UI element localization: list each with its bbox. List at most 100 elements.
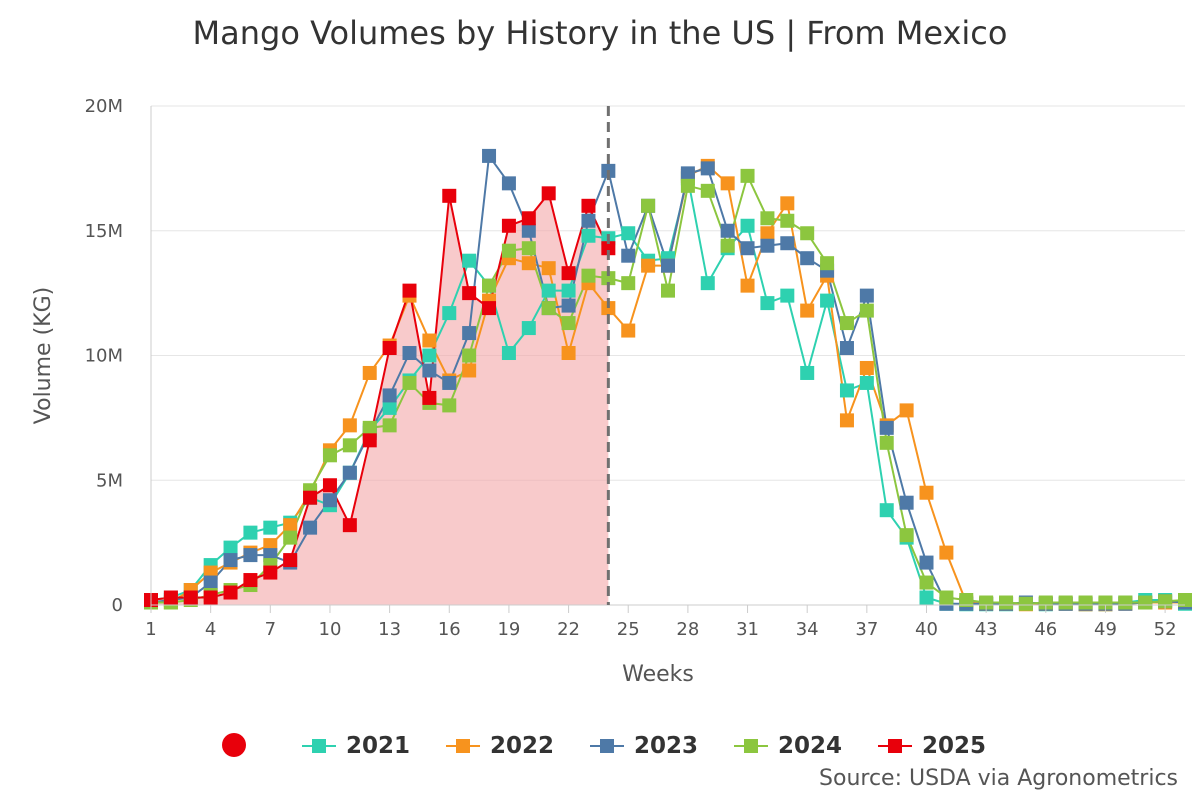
legend-item-2023[interactable]: 2023 — [590, 728, 698, 764]
point-2021-w6 — [243, 525, 258, 540]
point-2025-w6 — [243, 573, 258, 588]
point-2023-w22 — [561, 298, 576, 313]
point-2022-w15 — [422, 333, 437, 348]
point-2024-w42 — [959, 593, 974, 608]
point-2024-w38 — [879, 435, 894, 450]
point-2025-w16 — [442, 188, 457, 203]
point-2025-w23 — [581, 198, 596, 213]
point-2022-w31 — [740, 278, 755, 293]
point-2023-w18 — [482, 148, 497, 163]
x-tick-label: 49 — [1094, 619, 1117, 640]
point-2025-w19 — [501, 218, 516, 233]
point-2021-w34 — [800, 365, 815, 380]
point-2024-w30 — [720, 238, 735, 253]
x-tick-label: 7 — [265, 619, 276, 640]
point-2023-w9 — [303, 520, 318, 535]
legend-item-2022[interactable]: 2022 — [446, 728, 554, 764]
point-2023-w33 — [780, 236, 795, 251]
x-tick-label: 25 — [617, 619, 640, 640]
point-2025-w18 — [482, 301, 497, 316]
point-2021-w7 — [263, 520, 278, 535]
point-2024-w48 — [1078, 595, 1093, 610]
point-2024-w18 — [482, 278, 497, 293]
point-2022-w11 — [342, 418, 357, 433]
point-2025-w21 — [541, 186, 556, 201]
point-2025-w5 — [223, 585, 238, 600]
point-2021-w5 — [223, 540, 238, 555]
point-2023-w40 — [919, 555, 934, 570]
point-2024-w31 — [740, 168, 755, 183]
legend-label-2024: 2024 — [778, 733, 843, 759]
area-fill — [151, 193, 609, 605]
point-2022-w20 — [521, 256, 536, 271]
point-2024-w36 — [839, 316, 854, 331]
legend-item-2024[interactable]: 2024 — [734, 728, 842, 764]
x-tick-label: 31 — [736, 619, 759, 640]
area-2025 — [151, 193, 609, 605]
point-2024-w46 — [1038, 595, 1053, 610]
x-tick-label: 46 — [1034, 619, 1057, 640]
point-2021-w25 — [621, 226, 636, 241]
point-2023-w4 — [203, 575, 218, 590]
point-2021-w13 — [382, 400, 397, 415]
point-2021-w15 — [422, 348, 437, 363]
point-2025-w20 — [521, 211, 536, 226]
x-tick-label: 52 — [1154, 619, 1177, 640]
y-axis-title: Volume (KG) — [31, 287, 56, 424]
point-2021-w33 — [780, 288, 795, 303]
point-2021-w20 — [521, 321, 536, 336]
x-tick-label: 28 — [676, 619, 699, 640]
point-2024-w50 — [1118, 595, 1133, 610]
point-2023-w10 — [322, 493, 337, 508]
point-2023-w14 — [402, 346, 417, 361]
point-2021-w22 — [561, 283, 576, 298]
legend-item-2021[interactable]: 2021 — [302, 728, 410, 764]
point-2024-w12 — [362, 420, 377, 435]
point-2022-w33 — [780, 196, 795, 211]
point-2023-w19 — [501, 176, 516, 191]
point-2024-w33 — [780, 213, 795, 228]
point-2024-w43 — [979, 595, 994, 610]
point-2022-w12 — [362, 365, 377, 380]
point-2023-w32 — [760, 238, 775, 253]
point-2023-w36 — [839, 341, 854, 356]
point-2021-w40 — [919, 590, 934, 605]
point-2021-w29 — [700, 276, 715, 291]
point-2024-w44 — [999, 595, 1014, 610]
point-2025-w17 — [462, 286, 477, 301]
series-markers — [144, 148, 1192, 612]
source-credit: Source: USDA via Agronometrics — [819, 766, 1178, 791]
point-2024-w40 — [919, 575, 934, 590]
point-2023-w38 — [879, 420, 894, 435]
point-2023-w31 — [740, 241, 755, 256]
x-axis-title: Weeks — [622, 662, 694, 687]
legend: 2021 2022 2023 2024 2025 — [0, 728, 1200, 764]
legend-swatch-2021 — [302, 736, 336, 756]
point-2022-w41 — [939, 545, 954, 560]
point-2021-w35 — [820, 293, 835, 308]
point-2024-w32 — [760, 211, 775, 226]
point-2022-w17 — [462, 363, 477, 378]
x-tick-label: 4 — [205, 619, 216, 640]
point-2021-w38 — [879, 503, 894, 518]
point-2024-w16 — [442, 398, 457, 413]
point-2025-w10 — [322, 478, 337, 493]
legend-item-2025[interactable]: 2025 — [878, 728, 986, 764]
point-2025-w2 — [163, 590, 178, 605]
point-2025-w14 — [402, 283, 417, 298]
point-2024-w34 — [800, 226, 815, 241]
point-2021-w37 — [859, 375, 874, 390]
point-2025-w11 — [342, 518, 357, 533]
point-2024-w17 — [462, 348, 477, 363]
point-2022-w26 — [641, 258, 656, 273]
legend-swatch-2024 — [734, 736, 768, 756]
point-2023-w25 — [621, 248, 636, 263]
axes: 0 5M 10M 15M 20M 1 4 7 10 13 16 19 22 25 28 31 34 37 40 43 4… — [31, 96, 1185, 687]
point-2024-w20 — [521, 241, 536, 256]
point-2024-w28 — [680, 178, 695, 193]
point-2023-w11 — [342, 465, 357, 480]
point-2024-w25 — [621, 276, 636, 291]
point-2024-w47 — [1058, 595, 1073, 610]
point-2023-w27 — [661, 258, 675, 273]
point-2021-w31 — [740, 218, 755, 233]
